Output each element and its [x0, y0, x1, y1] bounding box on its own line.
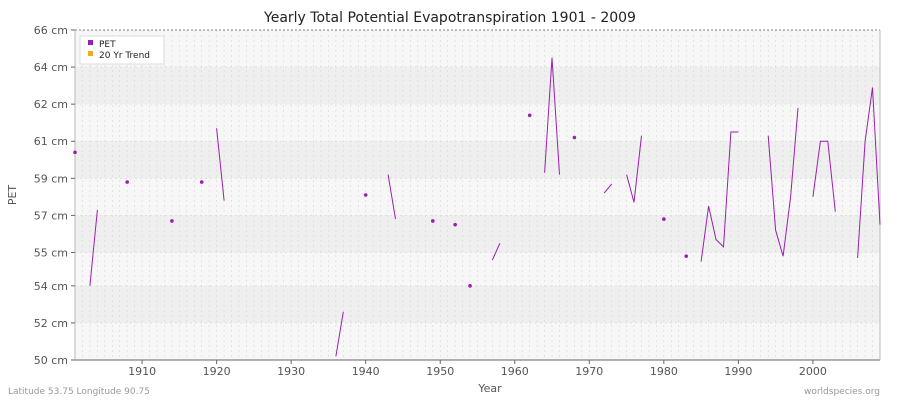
y-tick-label: 61 cm — [34, 135, 68, 148]
y-tick-label: 54 cm — [34, 280, 68, 293]
series-line-segment — [857, 87, 881, 259]
data-point — [430, 219, 435, 223]
x-tick-label: 1950 — [426, 365, 454, 378]
footer-location: Latitude 53.75 Longitude 90.75 — [8, 387, 150, 397]
series-line-segment — [216, 128, 225, 201]
x-tick-label: 1930 — [277, 365, 305, 378]
y-tick-label: 55 cm — [34, 246, 68, 259]
chart-title: Yearly Total Potential Evapotranspiratio… — [263, 10, 636, 26]
x-tick-label: 1980 — [650, 365, 678, 378]
x-tick-label: 1960 — [501, 365, 529, 378]
y-tick-label: 52 cm — [34, 317, 68, 330]
legend-swatch-pet — [88, 40, 93, 45]
axes — [74, 30, 881, 361]
footer-source: worldspecies.org — [804, 387, 880, 397]
legend-box — [79, 35, 165, 65]
y-tick-label: 57 cm — [34, 209, 68, 222]
y-tick-label: 64 cm — [34, 61, 68, 74]
data-point — [73, 150, 77, 155]
y-tick-label: 59 cm — [34, 172, 68, 185]
series-line-segment — [89, 209, 98, 286]
y-axis-label: PET — [6, 185, 19, 206]
series-line-segment — [335, 311, 344, 357]
legend-swatch-trend — [88, 51, 93, 56]
data-point — [125, 180, 129, 184]
data-point — [662, 217, 666, 221]
legend-label-trend: 20 Yr Trend — [99, 51, 150, 61]
data-point — [468, 284, 472, 288]
x-tick-label: 2000 — [799, 365, 827, 378]
series-line-segment — [700, 131, 739, 262]
data-point — [453, 222, 457, 227]
legend: PET 20 Yr Trend — [79, 35, 165, 65]
grid — [74, 29, 881, 361]
data-point — [170, 219, 174, 223]
plot-band — [75, 141, 880, 179]
y-tick-label: 66 cm — [34, 24, 68, 37]
series-line-segment — [603, 183, 613, 194]
x-tick-label: 1910 — [128, 365, 156, 378]
series-line-segment — [626, 135, 642, 203]
data-point — [199, 180, 204, 184]
data-point — [363, 193, 368, 197]
series-line-segment — [767, 107, 799, 257]
series-layer — [73, 57, 881, 357]
x-tick-label: 1920 — [203, 365, 231, 378]
x-tick-label: 1940 — [352, 365, 380, 378]
y-tick-label: 62 cm — [34, 98, 68, 111]
data-point — [684, 254, 689, 258]
y-tick-labels: 50 cm 52 cm 54 cm 55 cm 57 cm 59 cm 61 cm 62 cm… — [34, 24, 75, 367]
series-line-segment — [544, 57, 560, 175]
x-tick-labels: 1910 1920 1930 1940 1950 1960 1970 1980 1990 2000 — [128, 360, 827, 378]
series-line-segment — [812, 140, 836, 212]
data-point — [572, 135, 577, 140]
y-tick-label: 50 cm — [34, 354, 68, 367]
x-axis-label: Year — [477, 382, 502, 395]
series-line-segment — [491, 242, 501, 261]
legend-label-pet: PET — [99, 40, 116, 50]
x-tick-label: 1970 — [575, 365, 603, 378]
series-line-segment — [387, 174, 396, 220]
data-point — [527, 113, 532, 118]
x-tick-label: 1990 — [724, 365, 752, 378]
